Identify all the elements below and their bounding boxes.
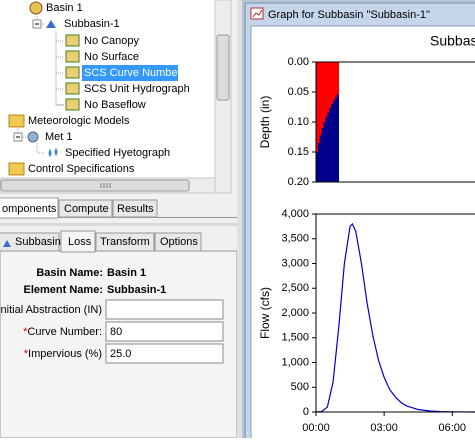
required-marker: * bbox=[23, 326, 28, 338]
y-tick-label: 1,500 bbox=[281, 332, 309, 344]
field-value[interactable]: 25.0 bbox=[110, 348, 131, 360]
tree-item[interactable]: Met 1 bbox=[45, 131, 73, 143]
tab[interactable] bbox=[0, 232, 60, 252]
bar-segment bbox=[319, 135, 322, 182]
tree-item[interactable]: Control Specifications bbox=[28, 163, 135, 175]
bar-segment bbox=[321, 128, 324, 182]
tab-label[interactable]: Results bbox=[117, 203, 154, 215]
tab[interactable] bbox=[154, 232, 202, 252]
split-divider bbox=[237, 0, 242, 438]
form-label: Element Name: bbox=[24, 284, 103, 296]
bar-segment bbox=[323, 62, 326, 122]
scroll-thumb[interactable] bbox=[0, 179, 190, 192]
tree-item[interactable]: SCS Unit Hydrograph bbox=[84, 83, 190, 95]
y-tick-label: 4,000 bbox=[281, 208, 309, 220]
text-field[interactable] bbox=[105, 343, 224, 364]
bar-segment bbox=[336, 94, 340, 182]
x-tick-label: 06:00 bbox=[439, 422, 467, 434]
bar-segment bbox=[333, 100, 336, 182]
tree-item[interactable]: Basin 1 bbox=[46, 2, 83, 14]
y-tick-label: 0.00 bbox=[288, 56, 309, 68]
tab-label[interactable]: Transform bbox=[100, 236, 150, 248]
scroll-thumb[interactable] bbox=[216, 34, 230, 101]
y-axis-label: Flow (cfs) bbox=[258, 287, 272, 339]
field-label: nitial Abstraction (IN) bbox=[1, 304, 102, 316]
y-tick-label: 3,000 bbox=[281, 257, 309, 269]
bar-segment bbox=[317, 143, 321, 182]
tab[interactable] bbox=[112, 199, 158, 218]
y-tick-label: 500 bbox=[291, 381, 309, 393]
field-label: Impervious (%) bbox=[28, 348, 102, 360]
selection-highlight bbox=[82, 65, 178, 81]
plot-frame bbox=[315, 61, 475, 183]
x-tick-label: 03:00 bbox=[370, 422, 398, 434]
text-field[interactable] bbox=[105, 321, 224, 342]
x-tick-label: 00:00 bbox=[302, 422, 330, 434]
bar-segment bbox=[317, 62, 321, 143]
field-label: Curve Number: bbox=[27, 326, 102, 338]
bar-segment bbox=[331, 104, 334, 182]
tree-item[interactable]: Meteorologic Models bbox=[28, 115, 130, 127]
tab[interactable] bbox=[95, 232, 155, 252]
form-value: Basin 1 bbox=[107, 267, 146, 279]
y-tick-label: 0.05 bbox=[288, 86, 309, 98]
tree-icons bbox=[8, 1, 80, 176]
chart-title: Subbas bbox=[430, 33, 475, 49]
y-tick-label: 2,000 bbox=[281, 307, 309, 319]
bar-segment bbox=[327, 62, 330, 113]
tree-item[interactable]: SCS Curve Number bbox=[84, 67, 182, 79]
y-axis-label: Depth (in) bbox=[258, 96, 272, 149]
bar-segment bbox=[334, 97, 338, 182]
tree-item[interactable]: Specified Hyetograph bbox=[65, 147, 170, 159]
field-value[interactable]: 80 bbox=[110, 326, 122, 338]
bar-segment bbox=[319, 62, 322, 136]
grip bbox=[100, 183, 111, 188]
plot-frame bbox=[315, 213, 475, 413]
tree-area bbox=[0, 0, 215, 178]
y-tick-label: 0 bbox=[303, 406, 309, 418]
y-tick-label: 0.15 bbox=[288, 146, 309, 158]
y-tick-label: 1,000 bbox=[281, 356, 309, 368]
bar-segment bbox=[323, 122, 326, 182]
bar-segment bbox=[325, 62, 328, 118]
tab-label[interactable]: Subbasin bbox=[15, 236, 61, 248]
tab[interactable] bbox=[0, 197, 59, 219]
bar-segment bbox=[333, 62, 336, 101]
form-label: Basin Name: bbox=[36, 267, 103, 279]
tree-item[interactable]: Subbasin-1 bbox=[64, 18, 120, 30]
bar-segment bbox=[329, 108, 332, 182]
tab-label[interactable]: Compute bbox=[64, 203, 109, 215]
window-title: Graph for Subbasin "Subbasin-1" bbox=[268, 9, 430, 21]
window-content bbox=[250, 25, 475, 441]
bar-segment bbox=[321, 62, 324, 128]
split-divider bbox=[0, 223, 237, 226]
required-marker: * bbox=[24, 348, 29, 360]
form-value: Subbasin-1 bbox=[107, 284, 166, 296]
tab-icon bbox=[3, 240, 11, 247]
tab-label[interactable]: Options bbox=[160, 236, 198, 248]
bar-segment bbox=[325, 117, 328, 182]
tree-item[interactable]: No Baseflow bbox=[84, 99, 146, 111]
text-field[interactable] bbox=[105, 299, 224, 320]
flow-line bbox=[315, 222, 475, 413]
bar-segment bbox=[331, 62, 334, 104]
y-tick-label: 0.20 bbox=[288, 176, 309, 188]
bar-segment bbox=[336, 62, 340, 95]
bar-segment bbox=[316, 62, 319, 152]
y-tick-label: 0.10 bbox=[288, 116, 309, 128]
y-tick-label: 3,500 bbox=[281, 233, 309, 245]
bar-segment bbox=[327, 112, 330, 182]
bar-segment bbox=[329, 62, 332, 109]
tree-item[interactable]: No Canopy bbox=[84, 35, 140, 47]
tab[interactable] bbox=[60, 230, 96, 253]
tree-item[interactable]: No Surface bbox=[84, 51, 139, 63]
bar-segment bbox=[316, 152, 319, 182]
tab-label[interactable]: omponents bbox=[2, 203, 57, 215]
tab-label[interactable]: Loss bbox=[68, 236, 92, 248]
tab[interactable] bbox=[58, 199, 113, 218]
y-tick-label: 2,500 bbox=[281, 282, 309, 294]
window-icon-glyph bbox=[252, 9, 263, 18]
bar-segment bbox=[334, 62, 338, 98]
